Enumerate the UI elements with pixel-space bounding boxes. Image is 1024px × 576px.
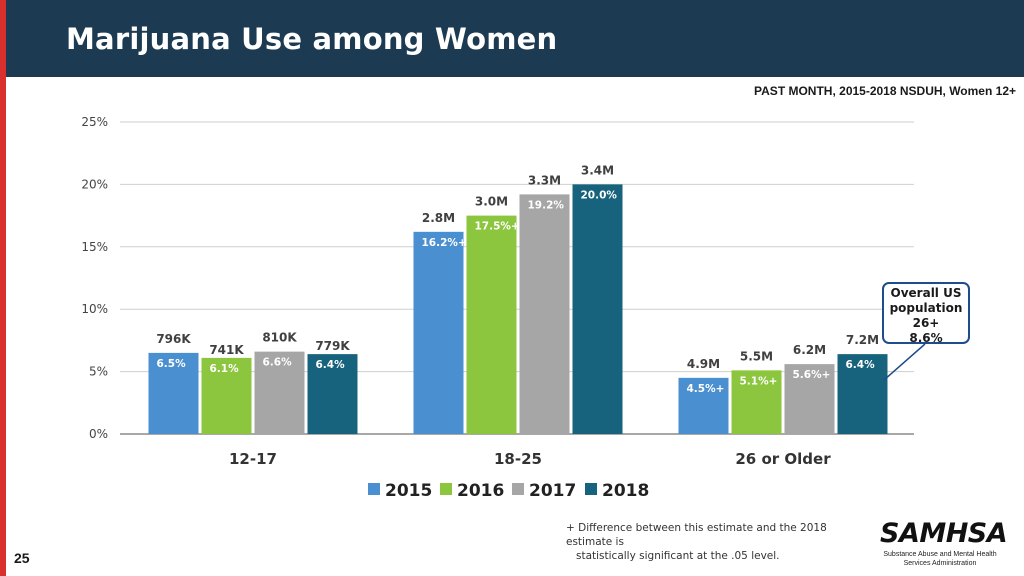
bar bbox=[201, 357, 252, 434]
samhsa-logo: SAMHSA Substance Abuse and Mental Health… bbox=[880, 518, 1008, 568]
legend-label: 2017 bbox=[529, 481, 576, 501]
callout-line-4: 8.6% bbox=[909, 331, 943, 345]
legend-swatch bbox=[440, 483, 452, 495]
logo-text: SAMHSA bbox=[880, 518, 1008, 549]
slide-title: Marijuana Use among Women bbox=[66, 22, 558, 56]
bar bbox=[148, 352, 199, 434]
logo-subtext-2: Services Administration bbox=[903, 560, 977, 567]
y-tick-label: 10% bbox=[81, 302, 108, 316]
left-accent-bar bbox=[0, 0, 6, 576]
bar bbox=[307, 354, 358, 434]
bar-count-label: 5.5M bbox=[740, 349, 773, 363]
bar bbox=[731, 370, 782, 434]
bar bbox=[413, 231, 464, 434]
bar bbox=[784, 364, 835, 434]
x-category-label: 18-25 bbox=[494, 450, 542, 468]
bar-value-label: 17.5%+ bbox=[475, 221, 520, 233]
bar-value-label: 16.2%+ bbox=[422, 237, 467, 249]
logo-subtext-1: Substance Abuse and Mental Health bbox=[883, 551, 997, 558]
bar-value-label: 6.6% bbox=[263, 357, 293, 369]
bar-count-label: 7.2M bbox=[846, 333, 879, 347]
bar bbox=[254, 351, 305, 434]
legend-label: 2018 bbox=[602, 481, 649, 501]
legend-label: 2015 bbox=[385, 481, 432, 501]
legend-swatch bbox=[512, 483, 524, 495]
chart-subtitle: PAST MONTH, 2015-2018 NSDUH, Women 12+ bbox=[754, 84, 1016, 98]
bar-value-label: 6.4% bbox=[846, 359, 876, 371]
callout-pointer bbox=[883, 343, 926, 381]
y-tick-label: 15% bbox=[81, 240, 108, 254]
bar-count-label: 3.4M bbox=[581, 163, 614, 177]
bar bbox=[837, 354, 888, 434]
callout-line-2: population bbox=[889, 301, 963, 315]
bar-value-label: 20.0% bbox=[581, 189, 618, 201]
footnote: + Difference between this estimate and t… bbox=[566, 521, 866, 563]
bar-count-label: 810K bbox=[262, 331, 297, 345]
bar bbox=[678, 377, 729, 434]
slide-header: Marijuana Use among Women bbox=[6, 0, 1024, 77]
bar-count-label: 4.9M bbox=[687, 357, 720, 371]
bar-count-label: 796K bbox=[156, 332, 191, 346]
bar-value-label: 6.5% bbox=[157, 358, 187, 370]
bar bbox=[466, 215, 517, 434]
bar-value-label: 5.6%+ bbox=[793, 369, 831, 381]
y-tick-label: 20% bbox=[81, 177, 108, 191]
bar-value-label: 19.2% bbox=[528, 199, 565, 211]
x-category-label: 12-17 bbox=[229, 450, 277, 468]
legend-swatch bbox=[368, 483, 380, 495]
overall-population-callout: Overall US population 26+ 8.6% bbox=[882, 282, 970, 345]
bar-count-label: 779K bbox=[315, 339, 350, 353]
bar bbox=[519, 194, 570, 434]
y-tick-label: 0% bbox=[89, 427, 108, 441]
bar-value-label: 5.1%+ bbox=[740, 375, 778, 387]
footnote-line-2: statistically significant at the .05 lev… bbox=[576, 550, 780, 562]
legend-swatch bbox=[585, 483, 597, 495]
bar-value-label: 6.1% bbox=[210, 363, 240, 375]
bar-count-label: 741K bbox=[209, 343, 244, 357]
bar-value-label: 4.5%+ bbox=[687, 383, 725, 395]
page-number: 25 bbox=[14, 550, 30, 566]
footnote-line-1: + Difference between this estimate and t… bbox=[566, 522, 827, 548]
legend-label: 2016 bbox=[457, 481, 504, 501]
bar bbox=[572, 184, 623, 434]
callout-line-3: 26+ bbox=[912, 316, 940, 330]
bar-count-label: 6.2M bbox=[793, 343, 826, 357]
bar-value-label: 6.4% bbox=[316, 359, 346, 371]
bar-count-label: 2.8M bbox=[422, 211, 455, 225]
y-tick-label: 5% bbox=[89, 365, 108, 379]
callout-line-1: Overall US bbox=[890, 286, 962, 300]
x-category-label: 26 or Older bbox=[735, 450, 831, 468]
y-tick-label: 25% bbox=[81, 115, 108, 129]
bar-count-label: 3.0M bbox=[475, 195, 508, 209]
bar-count-label: 3.3M bbox=[528, 173, 561, 187]
